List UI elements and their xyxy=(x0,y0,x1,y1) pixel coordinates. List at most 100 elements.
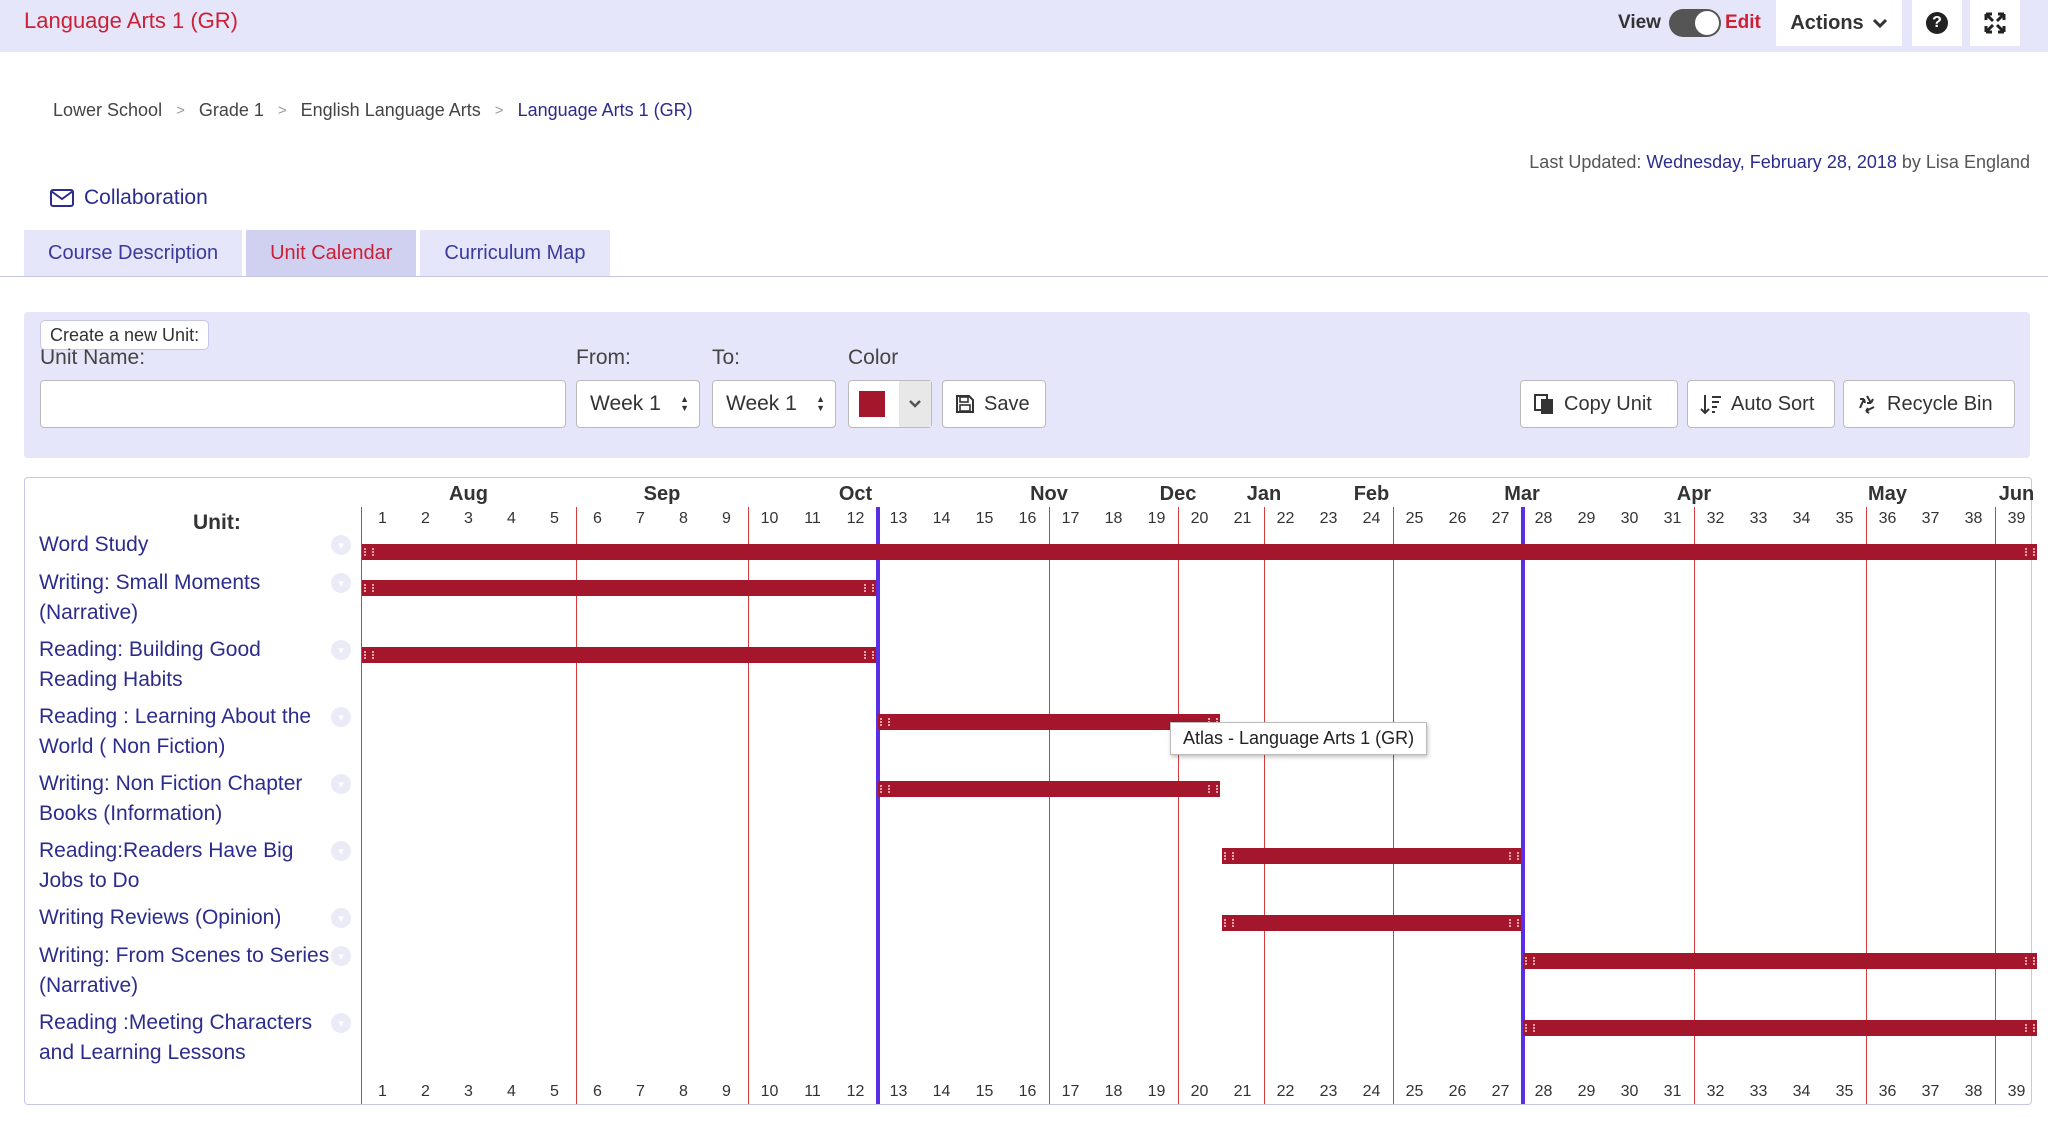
recycle-icon xyxy=(1859,395,1875,414)
unit-bar[interactable] xyxy=(878,781,1220,797)
copy-unit-button[interactable]: Copy Unit xyxy=(1520,380,1678,428)
month-label: Oct xyxy=(838,483,873,505)
chevron-circle-icon[interactable]: ▾ xyxy=(331,707,351,727)
week-label: 17 xyxy=(1061,1083,1080,1100)
breadcrumb-separator: > xyxy=(494,102,504,119)
question-circle-icon: ? xyxy=(1926,12,1948,34)
unit-bar[interactable] xyxy=(362,544,2037,560)
week-label: 12 xyxy=(846,1083,865,1100)
chevron-circle-icon[interactable]: ▾ xyxy=(331,640,351,660)
unit-name-link[interactable]: Writing: Non Fiction Chapter Books (Info… xyxy=(39,772,303,825)
breadcrumb-item[interactable]: Grade 1 xyxy=(198,100,264,120)
week-label: 30 xyxy=(1620,510,1639,527)
week-label: 2 xyxy=(421,510,430,527)
collaboration-link[interactable]: Collaboration xyxy=(50,186,208,210)
week-label: 36 xyxy=(1878,1083,1897,1100)
week-label: 9 xyxy=(722,510,731,527)
week-label: 7 xyxy=(636,510,645,527)
breadcrumb-item[interactable]: Lower School xyxy=(53,100,163,120)
unit-column-header: Unit: xyxy=(193,511,241,534)
month-divider-line xyxy=(1393,507,1394,1104)
tab-unit-calendar[interactable]: Unit Calendar xyxy=(246,230,417,276)
grid-line xyxy=(361,507,362,1104)
week-label: 13 xyxy=(889,510,908,527)
unit-bar[interactable] xyxy=(1222,915,1521,931)
week-label: 10 xyxy=(760,1083,779,1100)
week-label: 5 xyxy=(550,1083,559,1100)
help-button[interactable]: ? xyxy=(1912,0,1962,46)
unit-name-link[interactable]: Writing: From Scenes to Series (Narrativ… xyxy=(39,944,330,997)
tab-bar: Course Description Unit Calendar Curricu… xyxy=(24,230,610,276)
expand-icon xyxy=(1984,12,2006,34)
color-picker[interactable] xyxy=(848,380,932,428)
save-button[interactable]: Save xyxy=(942,380,1046,428)
chevron-circle-icon[interactable]: ▾ xyxy=(331,946,351,966)
unit-name-link[interactable]: Writing Reviews (Opinion) xyxy=(39,906,282,929)
breadcrumb-item[interactable]: English Language Arts xyxy=(300,100,481,120)
from-week-select[interactable]: Week 1 ▲ ▼ xyxy=(576,380,700,428)
chevron-down-icon xyxy=(909,400,921,408)
unit-name-link[interactable]: Writing: Small Moments (Narrative) xyxy=(39,571,261,624)
week-label: 24 xyxy=(1362,1083,1381,1100)
unit-name-link[interactable]: Word Study xyxy=(39,533,149,556)
month-label: Mar xyxy=(1504,483,1540,505)
week-label: 22 xyxy=(1276,1083,1295,1100)
week-label: 4 xyxy=(507,510,516,527)
chevron-down-icon xyxy=(1872,18,1887,29)
unit-bar[interactable] xyxy=(1523,1020,2037,1036)
week-label: 6 xyxy=(593,510,602,527)
week-label: 36 xyxy=(1878,510,1897,527)
week-label: 1 xyxy=(378,510,387,527)
unit-name-link[interactable]: Reading: Building Good Reading Habits xyxy=(39,638,261,691)
last-updated-label: Last Updated: xyxy=(1529,152,1642,172)
toggle-switch[interactable] xyxy=(1668,9,1721,37)
month-label: Feb xyxy=(1353,483,1390,505)
week-label: 26 xyxy=(1448,510,1467,527)
unit-name-link[interactable]: Reading : Learning About the World ( Non… xyxy=(39,705,312,758)
unit-bar[interactable] xyxy=(362,580,876,596)
week-label: 39 xyxy=(2007,1083,2026,1100)
tab-course-description[interactable]: Course Description xyxy=(24,230,243,276)
week-label: 8 xyxy=(679,510,688,527)
week-label: 3 xyxy=(464,510,473,527)
floppy-disk-icon xyxy=(956,395,974,413)
chevron-circle-icon[interactable]: ▾ xyxy=(331,573,351,593)
tab-curriculum-map[interactable]: Curriculum Map xyxy=(420,230,610,276)
last-updated-date[interactable]: Wednesday, February 28, 2018 xyxy=(1646,152,1897,172)
recycle-bin-button[interactable]: Recycle Bin xyxy=(1843,380,2015,428)
week-label: 6 xyxy=(593,1083,602,1100)
unit-bar[interactable] xyxy=(1523,953,2037,969)
unit-bar[interactable] xyxy=(362,647,876,663)
unit-bar[interactable] xyxy=(878,714,1220,730)
view-edit-toggle[interactable]: View Edit xyxy=(1618,8,1761,38)
week-label: 19 xyxy=(1147,1083,1166,1100)
week-label: 11 xyxy=(804,1083,821,1100)
term-divider-line xyxy=(1521,507,1525,1104)
chevron-circle-icon[interactable]: ▾ xyxy=(331,1013,351,1033)
unit-name-link[interactable]: Reading:Readers Have Big Jobs to Do xyxy=(39,839,294,892)
week-label: 19 xyxy=(1147,510,1166,527)
week-label: 5 xyxy=(550,510,559,527)
color-dropdown-toggle[interactable] xyxy=(899,381,931,427)
unit-name-link[interactable]: Reading :Meeting Characters and Learning… xyxy=(39,1011,313,1064)
week-label: 27 xyxy=(1491,1083,1510,1100)
fullscreen-button[interactable] xyxy=(1970,0,2020,46)
tooltip: Atlas - Language Arts 1 (GR) xyxy=(1170,722,1428,755)
week-label: 11 xyxy=(804,510,821,527)
edit-label: Edit xyxy=(1724,12,1761,33)
to-week-select[interactable]: Week 1 ▲ ▼ xyxy=(712,380,836,428)
top-bar: Language Arts 1 (GR) View Edit Actions ? xyxy=(0,0,2048,52)
week-label: 30 xyxy=(1620,1083,1639,1100)
week-label: 17 xyxy=(1061,510,1080,527)
unit-name-input[interactable] xyxy=(40,380,566,428)
chevron-circle-icon[interactable]: ▾ xyxy=(331,908,351,928)
chevron-circle-icon[interactable]: ▾ xyxy=(331,774,351,794)
month-divider-line xyxy=(748,507,749,1104)
actions-button[interactable]: Actions xyxy=(1776,0,1902,46)
chevron-circle-icon[interactable]: ▾ xyxy=(331,535,351,555)
unit-calendar: Unit: Word Study ▾ Writing: Small Moments … xyxy=(24,477,2037,1105)
auto-sort-button[interactable]: Auto Sort xyxy=(1687,380,1835,428)
month-divider-line xyxy=(1049,507,1050,1104)
chevron-circle-icon[interactable]: ▾ xyxy=(331,841,351,861)
unit-bar[interactable] xyxy=(1222,848,1521,864)
